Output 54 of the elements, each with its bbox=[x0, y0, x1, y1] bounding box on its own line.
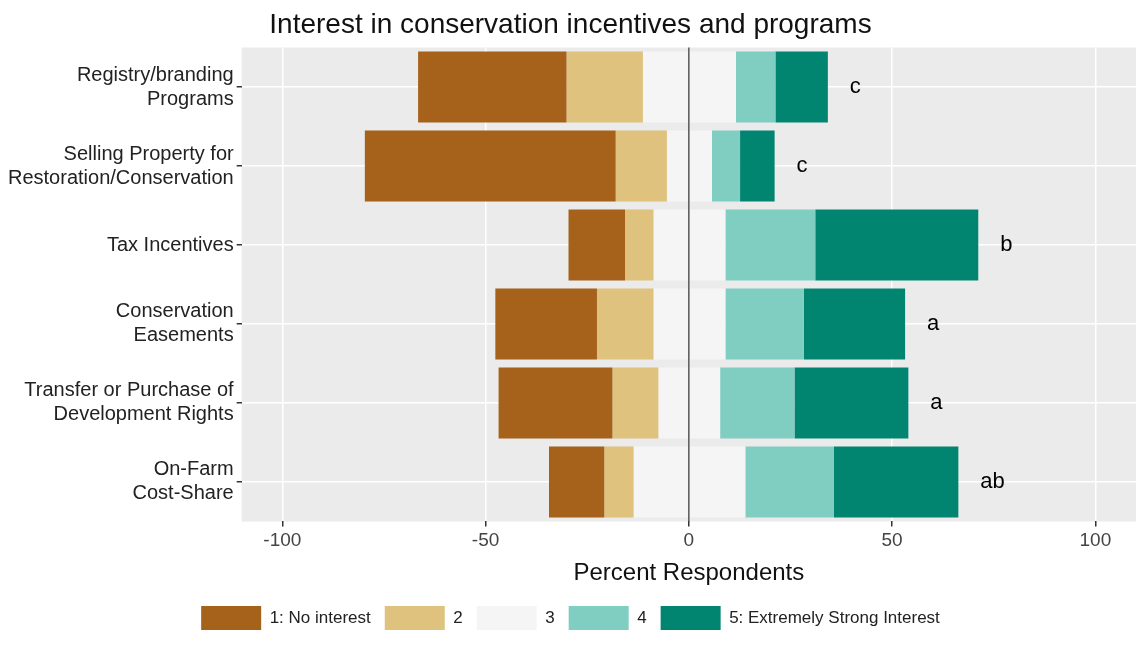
bar bbox=[549, 446, 605, 518]
annotation: a bbox=[930, 389, 944, 415]
bar bbox=[712, 130, 741, 202]
bar bbox=[720, 367, 795, 439]
x-tick-label: 0 bbox=[683, 529, 695, 551]
bar bbox=[725, 288, 804, 360]
bar bbox=[495, 288, 597, 360]
bar bbox=[794, 367, 909, 439]
x-axis-title: Percent Respondents bbox=[573, 558, 805, 586]
bar bbox=[633, 446, 746, 518]
bar bbox=[615, 130, 667, 202]
bar bbox=[725, 209, 816, 281]
bar bbox=[815, 209, 979, 281]
x-tick-label: 100 bbox=[1079, 529, 1112, 551]
bar bbox=[364, 130, 616, 202]
legend-label: 4 bbox=[637, 607, 647, 627]
bar bbox=[418, 51, 567, 123]
annotation: ab bbox=[980, 467, 1005, 493]
bar bbox=[735, 51, 776, 123]
bar bbox=[612, 367, 659, 439]
legend-label: 5: Extremely Strong Interest bbox=[729, 607, 941, 627]
bar bbox=[498, 367, 613, 439]
y-tick-label: Transfer or Purchase of Development Rights bbox=[24, 378, 235, 425]
bar bbox=[745, 446, 834, 518]
bar bbox=[642, 51, 736, 123]
bar bbox=[596, 288, 654, 360]
bar bbox=[740, 130, 775, 202]
bar bbox=[803, 288, 906, 360]
legend-label: 3 bbox=[545, 607, 555, 627]
bar bbox=[625, 209, 654, 281]
bar bbox=[604, 446, 634, 518]
y-tick-label: On-Farm Cost-Share bbox=[132, 457, 234, 504]
bar bbox=[653, 209, 726, 281]
chart-title: Interest in conservation incentives and programs bbox=[269, 7, 872, 39]
bar bbox=[775, 51, 828, 123]
x-tick-label: -50 bbox=[471, 529, 500, 551]
y-tick-label: Selling Property for Restoration/Conservation bbox=[7, 141, 235, 188]
y-tick-label: Tax Incentives bbox=[106, 232, 234, 255]
annotation: c bbox=[796, 152, 808, 178]
x-tick-label: 50 bbox=[881, 529, 903, 551]
bar bbox=[568, 209, 626, 281]
y-tick-label: Conservation Easements bbox=[115, 299, 234, 346]
legend-label: 1: No interest bbox=[269, 607, 372, 627]
bar bbox=[833, 446, 959, 518]
bar bbox=[566, 51, 643, 123]
x-tick-label: -100 bbox=[263, 529, 302, 551]
annotation: a bbox=[927, 310, 941, 336]
annotation: c bbox=[849, 73, 861, 99]
legend-label: 2 bbox=[453, 607, 463, 627]
bar bbox=[666, 130, 713, 202]
bar bbox=[658, 367, 721, 439]
y-tick-label: Registry/branding Programs bbox=[76, 62, 234, 109]
bar bbox=[653, 288, 726, 360]
annotation: b bbox=[1000, 231, 1013, 257]
